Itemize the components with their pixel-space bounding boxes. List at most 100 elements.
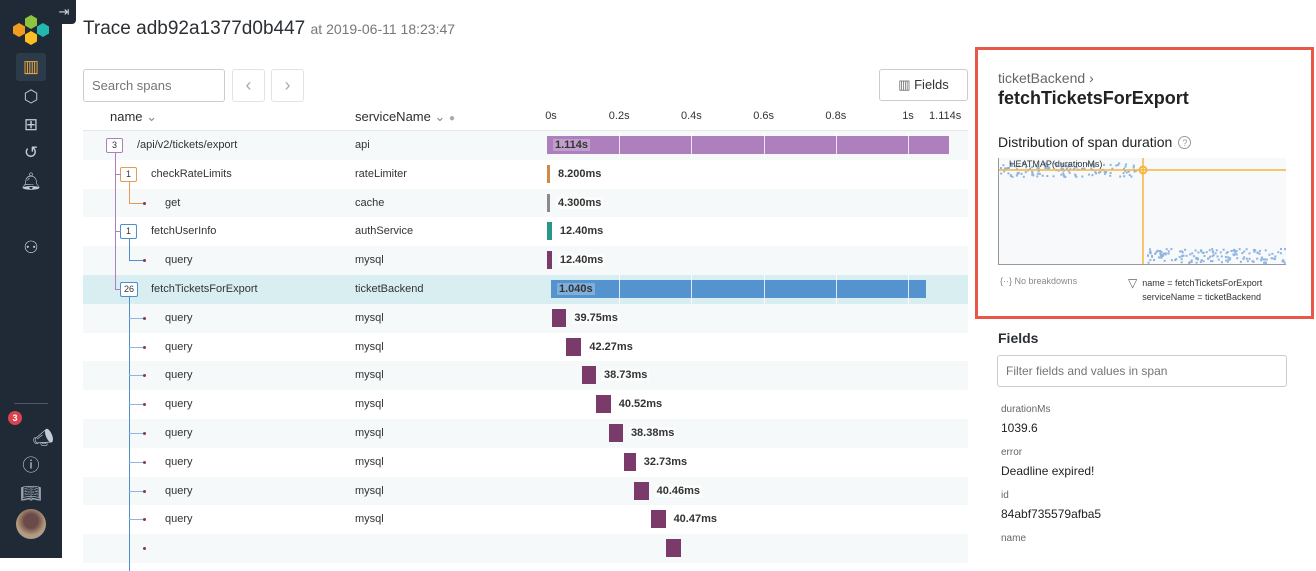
time-tick: 0.2s: [609, 110, 630, 122]
span-bar[interactable]: [552, 309, 566, 327]
service-name: cache: [355, 197, 384, 209]
history-icon[interactable]: ↺: [16, 139, 46, 167]
heat-cell: [1209, 256, 1211, 258]
child-count-badge[interactable]: 1: [120, 224, 137, 239]
heat-cell: [1133, 165, 1135, 167]
service-column-header[interactable]: serviceName ⌄ ●: [355, 109, 455, 125]
docs-icon[interactable]: 📖︎: [16, 480, 46, 508]
heat-cell: [1206, 251, 1208, 253]
help-icon[interactable]: ?: [1178, 136, 1191, 149]
heat-cell: [1181, 258, 1183, 260]
heat-cell: [1189, 253, 1191, 255]
time-tick: 1s: [902, 110, 914, 122]
span-bar[interactable]: [547, 194, 550, 212]
heat-cell: [1016, 175, 1018, 177]
heat-cell: [1123, 172, 1125, 174]
help-icon[interactable]: ⓘ: [16, 452, 46, 480]
announcements-icon[interactable]: 📣︎: [20, 424, 54, 452]
span-bar[interactable]: [547, 251, 551, 269]
tree-line: [129, 519, 143, 520]
boards-icon[interactable]: ⊞: [16, 111, 46, 139]
child-count-badge[interactable]: 3: [106, 138, 123, 153]
sidebar: ▥ ⬡ ⊞ ↺ 🔔︎ ⚇ 📣︎ 3 ⓘ 📖︎: [0, 0, 62, 558]
heat-cell: [1228, 259, 1230, 261]
leaf-dot: [143, 490, 146, 493]
heat-cell: [1249, 258, 1251, 260]
span-bar[interactable]: [624, 453, 636, 471]
breadcrumb[interactable]: ticketBackend ›: [998, 70, 1094, 86]
heat-cell: [1091, 174, 1093, 176]
breadcrumb-service: ticketBackend: [998, 70, 1085, 86]
service-name: mysql: [355, 513, 384, 525]
child-count-badge[interactable]: 1: [120, 167, 137, 182]
field-value: 84abf735579afba5: [1001, 507, 1101, 521]
span-name: fetchUserInfo: [151, 225, 216, 237]
span-bar[interactable]: [666, 539, 680, 557]
span-bar[interactable]: [566, 338, 581, 356]
heat-cell: [1253, 251, 1255, 253]
heat-cell: [1134, 171, 1136, 173]
span-bar[interactable]: [596, 395, 611, 413]
chevron-down-icon: ⌄: [434, 109, 445, 124]
table-row[interactable]: [83, 534, 968, 563]
previous-button[interactable]: ‹: [232, 69, 265, 102]
heat-cell: [1099, 171, 1101, 173]
datasets-icon[interactable]: ⬡: [16, 83, 46, 111]
heat-cell: [1260, 259, 1262, 261]
leaf-dot: [143, 202, 146, 205]
service-name: mysql: [355, 254, 384, 266]
heat-cell: [1271, 253, 1273, 255]
span-bar[interactable]: [547, 136, 949, 154]
trace-timestamp: at 2019-06-11 18:23:47: [311, 21, 456, 37]
span-name: query: [165, 398, 193, 410]
gridline: [836, 275, 837, 304]
team-icon[interactable]: ⚇: [16, 234, 46, 262]
heat-cell: [1266, 259, 1268, 261]
triggers-icon[interactable]: 🔔︎: [16, 168, 46, 196]
field-value: Deadline expired!: [1001, 464, 1094, 478]
fields-button[interactable]: ▥ Fields: [879, 69, 968, 101]
span-bar[interactable]: [634, 482, 649, 500]
duration-label: 38.73ms: [602, 369, 649, 381]
span-bar[interactable]: [651, 510, 666, 528]
child-count-badge[interactable]: 26: [120, 282, 138, 297]
span-bar[interactable]: [547, 222, 551, 240]
field-value: 1039.6: [1001, 421, 1038, 435]
heat-cell: [1181, 261, 1183, 263]
span-bar[interactable]: [547, 165, 550, 183]
fields-heading: Fields: [998, 330, 1038, 346]
span-bar[interactable]: [551, 280, 926, 298]
span-bar[interactable]: [582, 366, 596, 384]
tree-line: [115, 289, 121, 290]
heat-cell: [1103, 164, 1105, 166]
filter-icon: ▽: [1128, 276, 1137, 304]
span-bar[interactable]: [609, 424, 623, 442]
arrow-right-to-bar-icon[interactable]: ⇥: [52, 0, 76, 24]
query-icon[interactable]: ▥: [16, 53, 46, 81]
duration-label: 39.75ms: [572, 312, 619, 324]
duration-label: 40.47ms: [672, 513, 719, 525]
heatmap[interactable]: HEATMAP(durationMs): [998, 158, 1286, 265]
tree-line: [129, 491, 143, 492]
next-button[interactable]: ›: [271, 69, 304, 102]
search-spans-input[interactable]: [83, 69, 225, 102]
no-breakdowns: {··} No breakdowns: [1000, 276, 1077, 286]
avatar[interactable]: [16, 509, 46, 539]
heat-cell: [1265, 249, 1267, 251]
heat-cell: [1211, 248, 1213, 250]
name-column-header[interactable]: name ⌄: [110, 109, 157, 125]
filter-fields-input[interactable]: [997, 355, 1287, 387]
heat-cell: [1197, 257, 1199, 259]
